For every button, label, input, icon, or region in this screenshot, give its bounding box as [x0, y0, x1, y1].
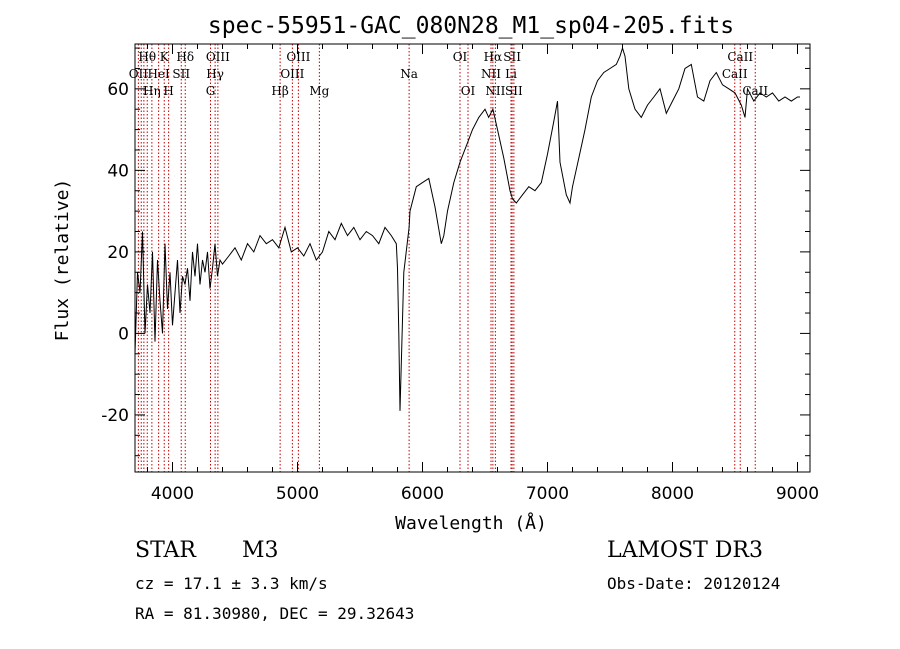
y-tick-label: 60 [107, 80, 129, 100]
x-tick-label: 5000 [276, 484, 319, 504]
line-label: OIII [206, 50, 230, 64]
line-label: Hβ [271, 84, 288, 98]
line-label: Hδ [176, 50, 194, 64]
line-label: Na [400, 67, 418, 81]
y-tick-label: -20 [101, 406, 129, 426]
survey-name: LAMOST DR3 [607, 538, 763, 563]
observation-date: Obs-Date: 20120124 [607, 574, 781, 593]
x-axis-label: Wavelength (Å) [395, 512, 547, 534]
line-label: K [160, 50, 170, 64]
y-tick-label: 40 [107, 161, 129, 181]
line-label: OIII [286, 50, 310, 64]
x-tick-label: 7000 [526, 484, 569, 504]
line-label: NII [485, 84, 505, 98]
line-label: OI [461, 84, 476, 98]
line-label: OIII [280, 67, 304, 81]
line-label: SII [172, 67, 190, 81]
line-label: Hθ [138, 50, 156, 64]
x-axis-ticks: 4000 5000 6000 7000 8000 9000 [147, 44, 819, 504]
coordinates: RA = 81.30980, DEC = 29.32643 [135, 604, 415, 623]
chart-title: spec-55951-GAC_080N28_M1_sp04-205.fits [208, 13, 734, 39]
line-label: G [206, 84, 216, 98]
x-tick-label: 4000 [151, 484, 194, 504]
line-label: CaII [722, 67, 748, 81]
x-tick-label: 9000 [776, 484, 819, 504]
redshift-cz: cz = 17.1 ± 3.3 km/s [135, 574, 328, 593]
plot-frame [134, 43, 811, 473]
object-type: STAR [135, 538, 196, 563]
y-tick-label: 0 [118, 324, 129, 344]
line-label: HeI [147, 67, 170, 81]
line-label: Hα [484, 50, 503, 64]
line-label: SII [505, 84, 523, 98]
line-label: OII [129, 67, 149, 81]
line-label: H [163, 84, 173, 98]
spectrum-series-line [134, 46, 800, 411]
x-tick-label: 8000 [651, 484, 694, 504]
line-label: SII [503, 50, 521, 64]
y-axis-label: Flux (relative) [52, 179, 73, 342]
line-label: Hγ [206, 67, 224, 81]
line-label: OI [453, 50, 468, 64]
y-tick-label: 20 [107, 243, 129, 263]
x-tick-label: 6000 [401, 484, 444, 504]
line-label: CaII [727, 50, 753, 64]
line-label: Mg [309, 84, 329, 98]
line-label: NII [481, 67, 501, 81]
y-axis-ticks: -20 0 20 40 60 [101, 47, 810, 457]
emission-line-markers [137, 44, 756, 472]
spectral-subclass: M3 [242, 538, 279, 563]
line-label: Hη [143, 84, 161, 98]
line-label: Li [505, 67, 517, 81]
